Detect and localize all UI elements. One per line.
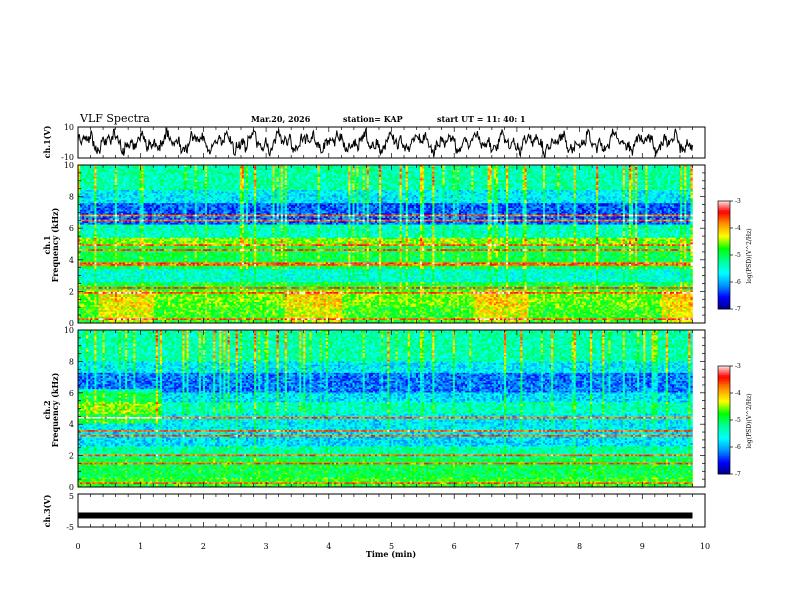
time-tick-label: 10 (700, 542, 710, 551)
colorbar-tick-label: -5 (735, 417, 741, 424)
colorbar-tick-label: -3 (735, 363, 741, 370)
colorbar-tick-label: -3 (735, 198, 741, 205)
time-tick-label: 2 (201, 542, 206, 551)
ch2-colorbar: -3 -4 -5 -6 -7 log(PSD)(V^2/Hz) (718, 363, 753, 478)
colorbar-tick-label: -5 (735, 252, 741, 259)
freq-tick-label: 10 (64, 326, 74, 335)
ch1-colorbar: -3 -4 -5 -6 -7 log(PSD)(V^2/Hz) (718, 198, 753, 313)
station-label: station= KAP (343, 114, 403, 124)
ch1-colorbar-label: log(PSD)(V^2/Hz) (746, 228, 753, 283)
colorbar-tick-label: -7 (735, 471, 741, 478)
ch1-spectrogram-image (78, 165, 693, 323)
freq-tick-label: 8 (69, 357, 74, 366)
colorbar-tick-label: -6 (735, 279, 741, 286)
time-tick-label: 8 (577, 542, 582, 551)
freq-tick-label: 0 (69, 483, 74, 492)
freq-tick-label: 2 (69, 287, 74, 296)
ch2-colorbar-label: log(PSD)(V^2/Hz) (746, 393, 753, 448)
freq-tick-label: 6 (69, 389, 74, 398)
time-tick-label: 6 (452, 542, 457, 551)
ch1-ylabel: ch.1(V) (42, 125, 52, 158)
ch2-spectrogram-image (78, 330, 693, 487)
x-axis-label: Time (min) (366, 549, 416, 559)
freq-tick-label: 10 (64, 161, 74, 170)
time-tick-label: 4 (326, 542, 331, 551)
freq-tick-label: 4 (69, 256, 74, 265)
freq-tick-label: 6 (69, 224, 74, 233)
start-time-label: start UT = 11: 40: 1 (437, 114, 526, 124)
figure-title: VLF Spectra (79, 112, 150, 125)
date-label: Mar.20, 2026 (251, 114, 311, 124)
ch2-spec-ylabel-frequency: Frequency (kHz) (50, 372, 60, 447)
colorbar-tick-label: -4 (735, 225, 741, 232)
freq-tick-label: 8 (69, 193, 74, 202)
time-tick-label: 9 (640, 542, 645, 551)
ch3-waveform-panel: 5 -5 ch.3(V) (42, 492, 705, 532)
colorbar-tick-label: -7 (735, 306, 741, 313)
time-tick-label: 3 (264, 542, 269, 551)
ch1-spec-ylabel-frequency: Frequency (kHz) (50, 207, 60, 282)
ch3-ytick-top: 5 (69, 492, 74, 501)
freq-tick-label: 4 (69, 420, 74, 429)
ch3-waveform-trace (78, 513, 693, 519)
vlf-figure: VLF Spectra Mar.20, 2026 station= KAP st… (0, 0, 792, 612)
freq-tick-label: 2 (69, 452, 74, 461)
time-tick-label: 1 (138, 542, 143, 551)
ch3-ylabel: ch.3(V) (42, 494, 52, 527)
colorbar-tick-label: -6 (735, 444, 741, 451)
ch3-ytick-bottom: -5 (66, 523, 74, 532)
time-tick-label: 7 (514, 542, 519, 551)
colorbar-tick-label: -4 (735, 390, 741, 397)
time-tick-label: 0 (75, 542, 80, 551)
ch1-ytick-top: 10 (64, 123, 74, 132)
ch1-waveform-panel: 10 -10 ch.1(V) (42, 123, 705, 162)
